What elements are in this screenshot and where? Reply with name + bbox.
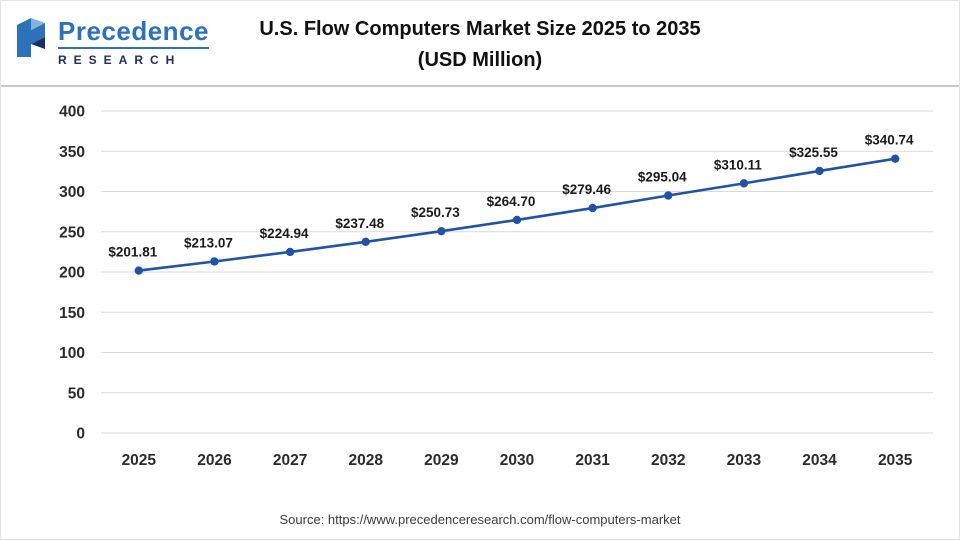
data-point-label: $224.94 (260, 226, 309, 241)
data-point-label: $264.70 (487, 194, 536, 209)
x-axis-tick-label: 2027 (273, 452, 307, 469)
data-point-label: $250.73 (411, 205, 460, 220)
chart-title-line1: U.S. Flow Computers Market Size 2025 to … (259, 18, 701, 40)
logo-text: Precedence RESEARCH (58, 15, 209, 67)
y-axis-tick-label: 150 (59, 305, 85, 322)
data-point (512, 215, 522, 225)
data-point (437, 226, 446, 236)
x-axis-tick-label: 2026 (197, 452, 232, 469)
x-axis-tick-label: 2032 (651, 452, 685, 469)
y-axis-tick-label: 350 (59, 144, 85, 161)
y-axis-tick-label: 50 (68, 385, 85, 402)
data-point-label: $279.46 (562, 182, 611, 197)
data-point-label: $340.74 (865, 133, 914, 148)
data-point (890, 154, 900, 163)
data-point (664, 191, 673, 200)
y-axis-tick-label: 100 (59, 345, 85, 362)
data-point-label: $295.04 (638, 169, 687, 184)
x-axis-tick-label: 2035 (878, 452, 913, 469)
x-axis-tick-label: 2025 (122, 452, 157, 469)
data-point-label: $237.48 (335, 216, 384, 231)
chart-title-line2: (USD Million) (417, 49, 543, 71)
y-axis-tick-label: 250 (59, 224, 85, 241)
chart-title: U.S. Flow Computers Market Size 2025 to … (1, 14, 959, 76)
x-axis-tick-label: 2030 (500, 452, 534, 469)
data-point (739, 179, 749, 188)
x-axis-tick-label: 2033 (727, 452, 762, 469)
data-point (134, 266, 144, 275)
data-point-label: $310.11 (714, 157, 763, 172)
data-point-label: $201.81 (108, 245, 157, 260)
x-axis-tick-label: 2029 (424, 452, 459, 469)
source-line: Source: https://www.precedenceresearch.c… (279, 512, 681, 527)
data-point (815, 166, 824, 176)
data-point (361, 237, 370, 247)
chart-area: 0 50 100 150 200 250 300 350 400 2025 2026 2027 2028… (1, 87, 959, 500)
logo-text-precedence: Precedence (58, 18, 209, 49)
data-point (588, 203, 597, 213)
logo-icon (17, 18, 45, 57)
data-point (210, 257, 219, 266)
y-axis-tick-label: 200 (59, 265, 85, 282)
data-point (285, 247, 295, 257)
y-axis-tick-label: 0 (76, 426, 85, 443)
logo-text-research: RESEARCH (58, 53, 182, 67)
data-point-label: $213.07 (184, 235, 233, 250)
precedence-research-logo: Precedence RESEARCH (15, 15, 209, 67)
market-size-line-chart: 0 50 100 150 200 250 300 350 400 2025 2026 2027 2028… (59, 104, 933, 469)
data-line (138, 157, 896, 272)
header: Precedence RESEARCH U.S. Flow Computers … (1, 1, 959, 87)
y-axis-tick-label: 400 (59, 104, 85, 121)
x-axis-tick-label: 2031 (575, 452, 610, 469)
data-point-label: $325.55 (789, 145, 838, 160)
y-axis-tick-label: 300 (59, 184, 85, 201)
x-axis-tick-label: 2034 (802, 452, 837, 469)
x-axis-tick-label: 2028 (348, 452, 383, 469)
